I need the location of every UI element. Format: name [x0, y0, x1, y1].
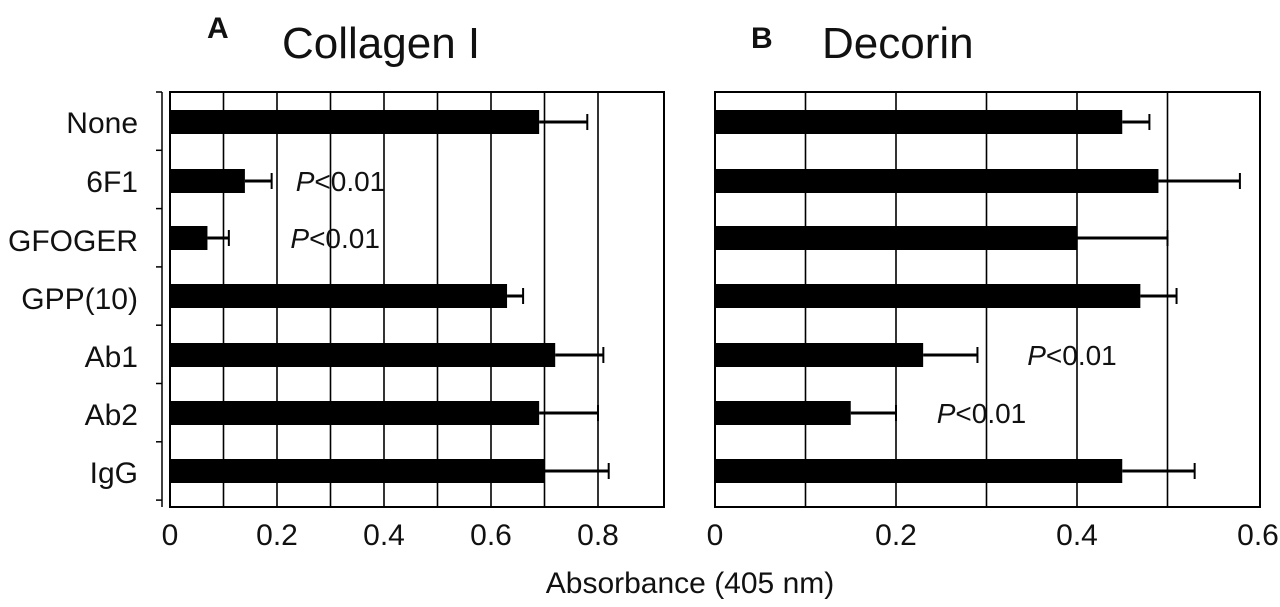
- panel-b-bar-gpp10: [715, 284, 1141, 308]
- panel-b-pvalue-annotation: P<0.01: [1027, 340, 1117, 371]
- panel-b-bar-6f1: [715, 169, 1159, 193]
- panel-a-bar-igg: [170, 459, 545, 483]
- category-label-gfoger: GFOGER: [8, 225, 138, 258]
- panel-a-title: Collagen I: [282, 19, 480, 68]
- panel-b-letter: B: [751, 22, 773, 55]
- panel-a-bar-ab2: [170, 401, 540, 425]
- category-label-igg: IgG: [90, 457, 138, 490]
- x-axis-label: Absorbance (405 nm): [546, 567, 835, 600]
- panel-a-letter: A: [207, 12, 229, 45]
- panel-a-bar-gpp10: [170, 284, 508, 308]
- category-label-none: None: [66, 107, 138, 140]
- panel-a-bar-none: [170, 110, 540, 134]
- panel-a-bar-6f1: [170, 169, 245, 193]
- panel-a-x-tick-label: 0.6: [470, 519, 512, 552]
- panel-a-x-tick-label: 0.4: [363, 519, 405, 552]
- panel-b-bar-igg: [715, 459, 1123, 483]
- panel-a-x-tick-label: 0: [162, 519, 179, 552]
- panel-b-x-tick-label: 0.2: [875, 519, 917, 552]
- category-label-gpp10: GPP(10): [21, 283, 138, 316]
- panel-b: B Decorin 0 0.2 0.4 0.6 P<0.01P<0.01: [707, 19, 1279, 552]
- panel-a-pvalue-annotation: P<0.01: [296, 166, 386, 197]
- panel-b-plot: 0 0.2 0.4 0.6 P<0.01P<0.01: [707, 91, 1279, 552]
- category-label-ab1: Ab1: [85, 341, 138, 374]
- panel-a-pvalue-annotation: P<0.01: [290, 223, 380, 254]
- panel-b-bar-ab1: [715, 343, 924, 367]
- panel-a-bar-gfoger: [170, 226, 208, 250]
- panel-b-bar-ab2: [715, 401, 851, 425]
- panel-b-x-tick-label: 0.6: [1237, 519, 1279, 552]
- panel-a: A Collagen I 0 0.2 0.4 0.6 0.8 P<0.01 P<0.01: [156, 12, 665, 552]
- category-labels: None 6F1 GFOGER GPP(10) Ab1 Ab2 IgG: [8, 107, 138, 490]
- panel-b-x-tick-label: 0: [707, 519, 724, 552]
- panel-b-pvalue-annotation: P<0.01: [937, 398, 1027, 429]
- panel-b-bar-none: [715, 110, 1123, 134]
- panel-a-bar-ab1: [170, 343, 556, 367]
- panel-a-x-tick-label: 0.8: [577, 519, 619, 552]
- category-label-6f1: 6F1: [86, 166, 138, 199]
- panel-b-x-tick-label: 0.4: [1056, 519, 1098, 552]
- panel-a-x-tick-label: 0.2: [256, 519, 298, 552]
- category-label-ab2: Ab2: [85, 399, 138, 432]
- panel-b-title: Decorin: [822, 19, 974, 68]
- panel-b-bar-gfoger: [715, 226, 1077, 250]
- panel-a-plot: 0 0.2 0.4 0.6 0.8 P<0.01 P<0.01: [156, 91, 665, 552]
